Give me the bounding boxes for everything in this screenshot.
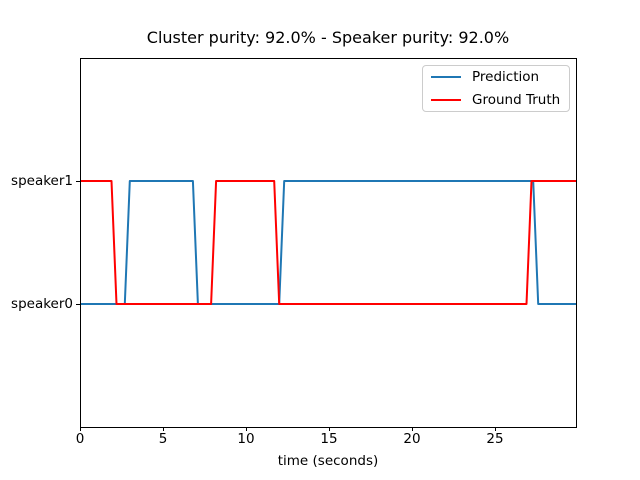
series-line-prediction <box>80 180 576 305</box>
legend-label-prediction: Prediction <box>472 69 540 85</box>
y-tick-label-speaker0: speaker0 <box>11 296 73 312</box>
series-line-ground-truth <box>80 180 576 305</box>
x-tick-label: 5 <box>158 431 168 447</box>
x-tick-label: 0 <box>75 431 85 447</box>
x-tick-label: 15 <box>320 431 338 447</box>
chart-title: Cluster purity: 92.0% - Speaker purity: … <box>146 28 510 47</box>
x-axis-label: time (seconds) <box>277 453 379 469</box>
x-tick-label: 25 <box>486 431 504 447</box>
legend-label-ground-truth: Ground Truth <box>472 92 561 108</box>
legend-item-prediction: Prediction <box>431 69 561 85</box>
ground-truth-line-swatch <box>431 99 461 101</box>
legend-item-ground-truth: Ground Truth <box>431 92 561 108</box>
y-tick-label-speaker1: speaker1 <box>11 173 73 189</box>
x-tick-label: 20 <box>403 431 421 447</box>
axes-frame <box>80 58 577 428</box>
prediction-line-swatch <box>431 76 461 78</box>
x-tick-label: 10 <box>237 431 255 447</box>
legend: Prediction Ground Truth <box>422 65 570 112</box>
